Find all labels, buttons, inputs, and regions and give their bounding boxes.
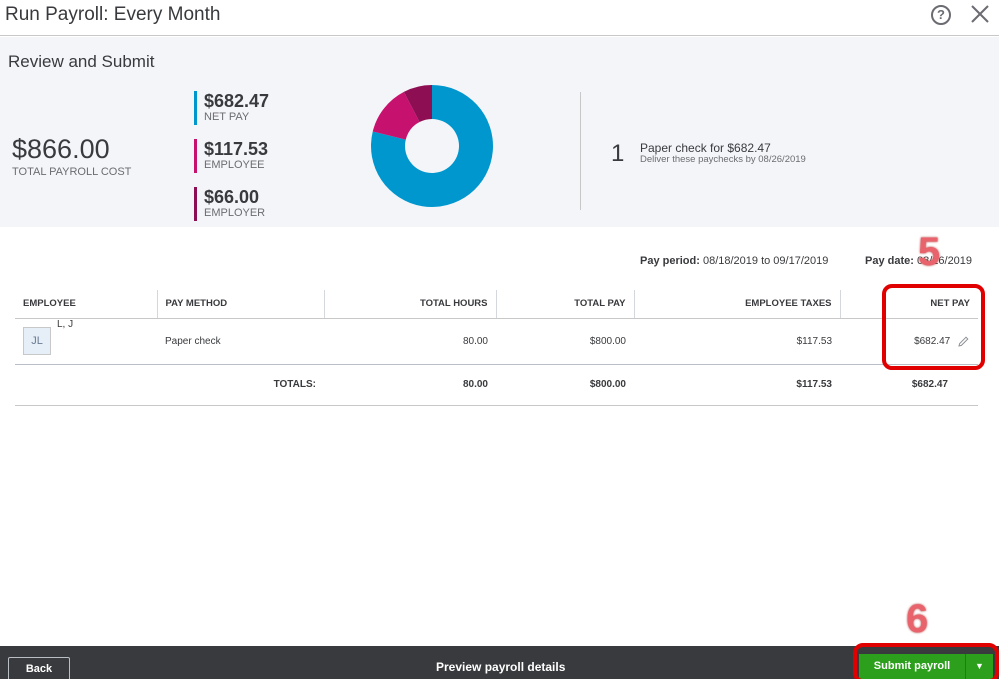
pay-period-label: Pay period: [640,255,700,267]
legend-employer: $66.00 EMPLOYER [194,187,314,221]
employee-name[interactable]: L, J [57,319,74,330]
legend-employee-amount: $117.53 [204,139,269,159]
total-payroll-cost-label: TOTAL PAYROLL COST [12,166,132,178]
payroll-table: EMPLOYEE PAY METHOD TOTAL HOURS TOTAL PA… [15,290,978,406]
net-pay-cell: $682.47 [840,318,978,365]
legend-net-pay-amount: $682.47 [204,91,270,111]
donut-slice-employer [403,85,432,123]
preview-payroll-details-link[interactable]: Preview payroll details [436,660,566,674]
totals-employee-taxes: $117.53 [634,364,840,406]
col-header-total-pay[interactable]: TOTAL PAY [495,290,634,319]
pay-date-value: 08/26/2019 [916,255,973,267]
pay-date: Pay date: 08/26/2019 [865,255,972,267]
donut-slice-employee [372,91,420,140]
window-title: Run Payroll: Every Month [5,4,221,25]
pay-method-cell: Paper check [157,318,324,365]
col-header-net-pay[interactable]: NET PAY [839,290,978,319]
divider [580,92,581,210]
employee-cell: JL L, J [15,318,157,365]
annotation-box-submit [853,643,999,679]
pay-date-label: Pay date: [865,255,914,267]
title-bar: Run Payroll: Every Month ? [0,0,999,36]
paper-check-deliver-by: Deliver these paychecks by 08/26/2019 [640,154,806,165]
totals-label: TOTALS: [157,364,324,406]
legend-employee-label: EMPLOYEE [204,159,265,171]
submit-dropdown-button[interactable]: ▼ [966,654,993,679]
totals-empty-cell [15,364,157,406]
col-header-pay-method[interactable]: PAY METHOD [156,290,324,319]
totals-hours: 80.00 [324,364,496,406]
payroll-donut-chart [371,85,493,207]
pay-period: Pay period: 08/18/2019 to 09/17/2019 [640,255,828,267]
total-hours-cell: 80.00 [324,318,496,365]
close-icon[interactable] [969,3,991,25]
footer-bar: Back Preview payroll details Submit payr… [0,646,999,679]
legend-employer-label: EMPLOYER [204,207,266,219]
annotation-step-5: 5 [918,230,941,274]
table-header-row: EMPLOYEE PAY METHOD TOTAL HOURS TOTAL PA… [15,290,978,319]
col-header-employee-taxes[interactable]: EMPLOYEE TAXES [633,290,840,319]
paper-check-text: Paper check for $682.47 [640,141,771,155]
totals-net-pay: $682.47 [840,364,978,406]
paper-check-count: 1 [611,140,625,167]
payroll-summary: Review and Submit $866.00 TOTAL PAYROLL … [0,37,999,227]
pencil-icon[interactable] [957,335,970,348]
annotation-step-6: 6 [906,597,929,641]
submit-payroll-button[interactable]: Submit payroll [859,654,966,679]
annotation-box-net-pay [882,284,985,370]
net-pay-value: $682.47 [914,335,951,347]
back-button[interactable]: Back [8,657,70,679]
table-row: JL L, J Paper check 80.00 $800.00 $117.53… [15,318,978,365]
legend-employee: $117.53 EMPLOYEE [194,139,314,173]
employee-taxes-cell: $117.53 [634,318,840,365]
total-payroll-cost: $866.00 [12,134,110,164]
col-header-total-hours[interactable]: TOTAL HOURS [323,290,496,319]
employee-avatar: JL [23,327,51,355]
pay-period-value: 08/18/2019 to 09/17/2019 [702,255,829,267]
total-pay-cell: $800.00 [496,318,634,365]
legend-net-pay-label: NET PAY [204,111,250,123]
totals-total-pay: $800.00 [496,364,634,406]
donut-slice-net-pay [371,85,493,207]
col-header-employee[interactable]: EMPLOYEE [15,290,157,319]
help-icon[interactable]: ? [931,5,951,25]
totals-row: TOTALS: 80.00 $800.00 $117.53 $682.47 [15,364,978,406]
legend-net-pay: $682.47 NET PAY [194,91,314,125]
section-title: Review and Submit [8,52,155,71]
legend-employer-amount: $66.00 [204,187,260,207]
